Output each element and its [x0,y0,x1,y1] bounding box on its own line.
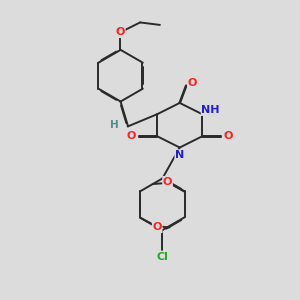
Text: Cl: Cl [156,251,168,262]
Text: O: O [152,222,162,233]
Text: N: N [175,150,184,160]
Text: O: O [163,177,172,187]
Text: H: H [110,120,118,130]
Text: NH: NH [201,105,220,116]
Text: O: O [188,78,197,88]
Text: O: O [127,131,136,141]
Text: O: O [223,131,233,141]
Text: O: O [116,27,125,37]
